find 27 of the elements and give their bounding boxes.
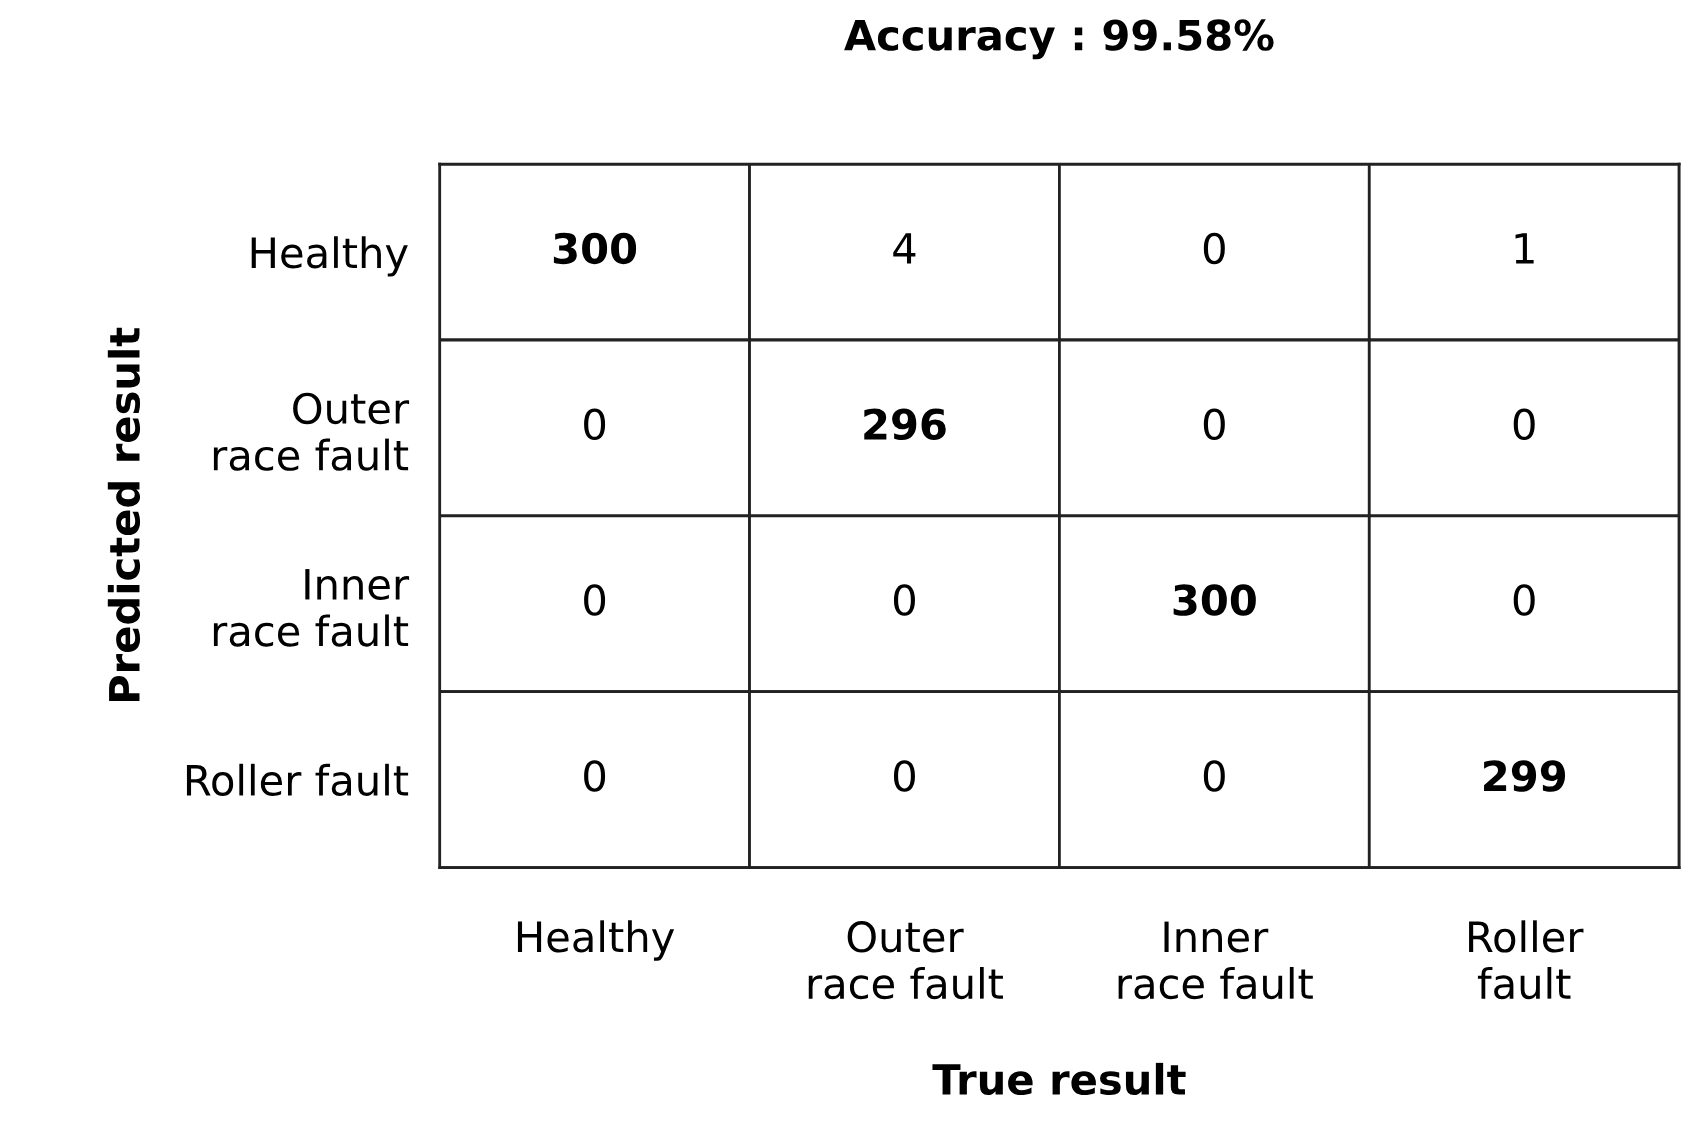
x-tick-label: Healthy — [517, 920, 675, 961]
x-axis-title: True result — [932, 1062, 1186, 1096]
y-tick-label: Inner race fault — [213, 569, 410, 647]
x-tick-label: Inner race fault — [1118, 921, 1313, 1000]
data-label: 300 — [553, 232, 637, 265]
y-tick-label: Healthy — [251, 236, 408, 277]
data-label: 0 — [893, 584, 915, 616]
data-label: 0 — [584, 408, 606, 441]
x-tick-label: Roller fault — [1469, 920, 1584, 1000]
data-label: 296 — [864, 408, 946, 441]
chart-title: Accuracy : 99.58% — [844, 19, 1274, 60]
data-label: 300 — [1173, 584, 1256, 616]
data-label: 0 — [1513, 584, 1535, 616]
data-label: 0 — [1203, 760, 1225, 792]
data-label: 0 — [584, 584, 606, 616]
y-axis-title: Predicted result — [107, 327, 141, 702]
x-tick-label: Outer race fault — [808, 921, 1003, 1000]
data-label: 0 — [584, 760, 606, 792]
data-label: 299 — [1484, 760, 1566, 792]
data-label: 0 — [893, 760, 915, 792]
data-label: 0 — [1203, 408, 1225, 441]
y-tick-label: Roller fault — [186, 763, 409, 797]
data-label: 0 — [1203, 232, 1225, 265]
y-tick-label: Outer race fault — [213, 392, 410, 471]
data-label: 1 — [1515, 233, 1534, 264]
data-label: 0 — [1513, 408, 1535, 441]
data-label: 4 — [893, 233, 916, 264]
